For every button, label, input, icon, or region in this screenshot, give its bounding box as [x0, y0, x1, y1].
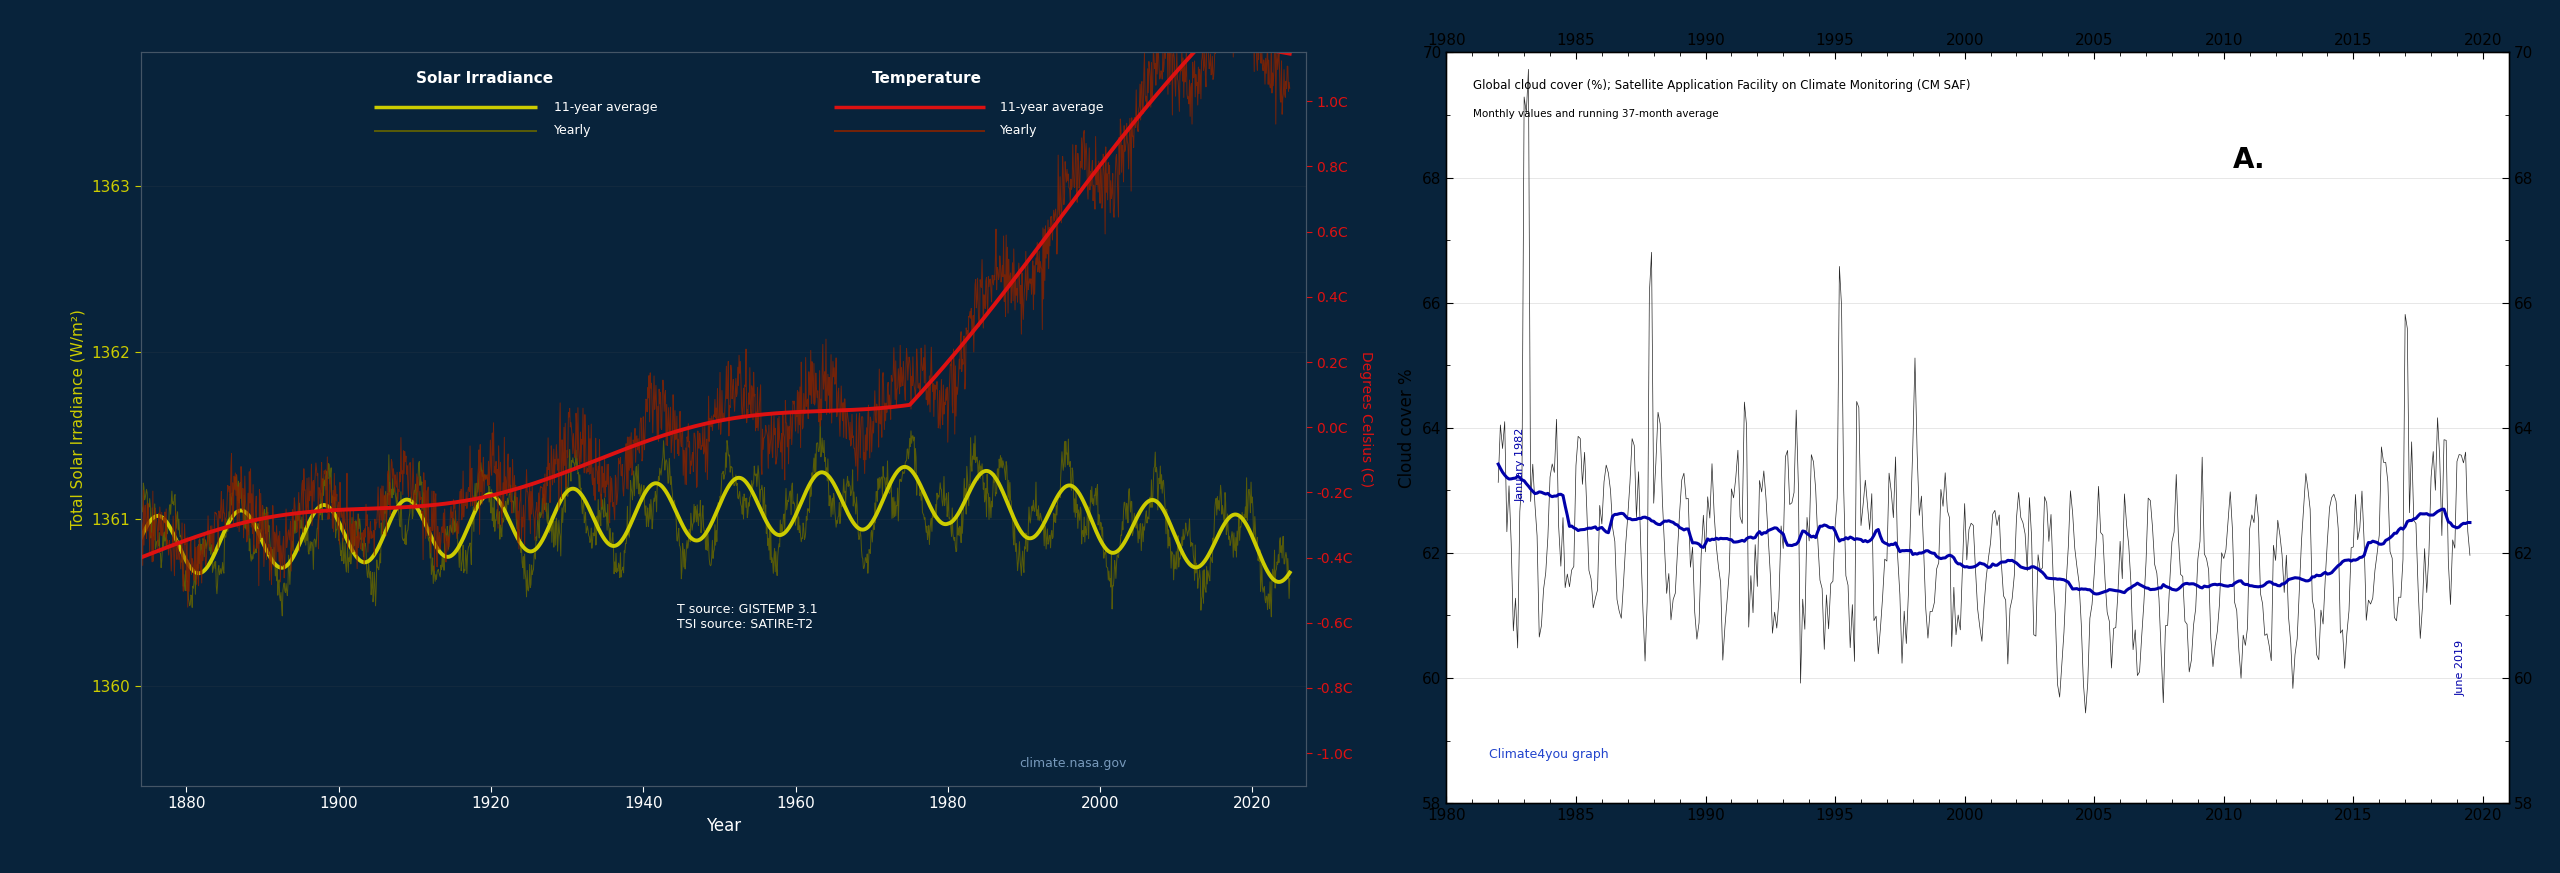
Text: 11-year average: 11-year average [1001, 101, 1103, 113]
Text: Monthly values and running 37-month average: Monthly values and running 37-month aver… [1472, 108, 1718, 119]
Text: A.: A. [2232, 146, 2266, 175]
Text: 11-year average: 11-year average [556, 101, 658, 113]
X-axis label: Year: Year [707, 816, 740, 835]
Text: Yearly: Yearly [556, 124, 591, 137]
Y-axis label: Total Solar Irradiance (W/m²): Total Solar Irradiance (W/m²) [72, 309, 87, 529]
Text: Climate4you graph: Climate4you graph [1490, 748, 1608, 761]
Text: T source: GISTEMP 3.1
TSI source: SATIRE-T2: T source: GISTEMP 3.1 TSI source: SATIRE… [676, 603, 817, 631]
Text: Temperature: Temperature [873, 71, 983, 86]
Y-axis label: Cloud cover %: Cloud cover % [1398, 368, 1416, 488]
Text: January 1982: January 1982 [1516, 428, 1526, 503]
Text: Yearly: Yearly [1001, 124, 1037, 137]
Y-axis label: Degrees Celsius (C): Degrees Celsius (C) [1359, 351, 1375, 487]
Text: Solar Irradiance: Solar Irradiance [415, 71, 553, 86]
Text: climate.nasa.gov: climate.nasa.gov [1019, 758, 1126, 770]
Text: Global cloud cover (%); Satellite Application Facility on Climate Monitoring (CM: Global cloud cover (%); Satellite Applic… [1472, 79, 1971, 92]
Text: June 2019: June 2019 [2455, 640, 2465, 696]
